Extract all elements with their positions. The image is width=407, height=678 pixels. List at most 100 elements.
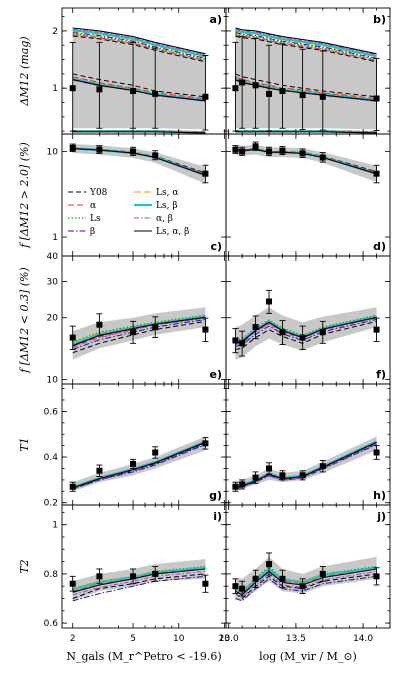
data-point [266, 148, 273, 155]
x-tick-label: 13.5 [286, 634, 306, 644]
y-tick-label: 0.8 [44, 570, 59, 580]
y-axis-label: T1 [18, 437, 31, 451]
series-line-3 [235, 575, 377, 602]
series-line-6 [72, 79, 206, 102]
panel-j: 13.0 13.5 14.0 j) [219, 504, 391, 644]
series-line-0 [72, 320, 206, 354]
panel-letter: a) [210, 13, 222, 26]
data-point [232, 146, 239, 153]
data-point [96, 467, 103, 474]
series-line-6 [235, 570, 377, 598]
x-axis-label-right: log (M_vir / M_⊙) [259, 650, 357, 663]
panel-letter: c) [210, 240, 222, 253]
series-line-3 [72, 444, 206, 490]
data-point [279, 147, 286, 154]
plot-area [69, 27, 209, 134]
data-point [299, 583, 306, 590]
data-point [266, 561, 273, 568]
data-point [202, 93, 209, 100]
series-percentile-upper-5 [72, 29, 206, 58]
legend: Y08 α Ls β Ls, α Ls, β α, β Ls, α, β [68, 188, 189, 237]
data-point [232, 583, 239, 590]
plot-area [232, 552, 380, 602]
data-point [279, 575, 286, 582]
data-point [373, 326, 380, 333]
data-point [69, 85, 76, 92]
y-axis-label: f [ΔM12 < 0.3] (%) [18, 267, 31, 374]
data-point [373, 95, 380, 102]
series-percentile-upper-0 [72, 35, 206, 63]
scatter-band [235, 436, 377, 492]
legend-label: Ls, α [156, 188, 178, 198]
data-point [279, 472, 286, 479]
plot-area [69, 559, 209, 602]
series-percentile-upper-3 [72, 32, 206, 59]
series-percentile-lower-7 [235, 131, 377, 134]
series-line-7 [235, 316, 377, 344]
data-point [239, 585, 246, 592]
plot-area [232, 27, 380, 134]
data-point [319, 570, 326, 577]
panel-letter: b) [373, 13, 386, 26]
series-percentile-upper-2 [235, 33, 377, 61]
y-tick-label: 10 [47, 147, 59, 157]
data-point [279, 88, 286, 95]
panel-letter: g) [209, 489, 222, 502]
legend-label: α, β [156, 214, 173, 224]
data-point [96, 86, 103, 93]
x-tick-label: 10 [173, 634, 185, 644]
plot-area [69, 436, 209, 492]
x-tick-label: 20 [219, 634, 231, 644]
series-line-0 [72, 73, 206, 98]
panel-letter: i) [213, 510, 222, 523]
legend-label: Ls, α, β [156, 227, 189, 237]
data-point [69, 580, 76, 587]
panel-b: b) [225, 7, 391, 135]
panel-h: h) [225, 383, 391, 506]
scatter-band [72, 436, 206, 492]
series-percentile-upper-6 [72, 28, 206, 56]
data-point [239, 481, 246, 488]
x-tick-label: 2 [70, 634, 76, 644]
legend-label: β [90, 227, 95, 237]
data-point [239, 79, 246, 86]
data-point [69, 144, 76, 151]
y-tick-label: 2 [52, 27, 58, 37]
data-point [69, 334, 76, 341]
series-line-6 [72, 570, 206, 596]
data-point [252, 575, 259, 582]
panels-group: 1 2 a) ΔM12 (mag) b) 1 10 c) f [ΔM12 > 2.0] (%) Y… [18, 7, 391, 644]
y-axis-label: ΔM12 (mag) [18, 36, 31, 106]
data-point [96, 573, 103, 580]
series-percentile-upper-1 [72, 34, 206, 62]
y-tick-label: 0.6 [44, 619, 59, 629]
series-percentile-upper-7 [235, 27, 377, 55]
data-point [232, 85, 239, 92]
data-point [266, 465, 273, 472]
data-point [130, 460, 137, 467]
series-line-3 [235, 319, 377, 347]
data-point [319, 154, 326, 161]
panel-a: 1 2 a) ΔM12 (mag) [18, 7, 227, 135]
data-point [252, 143, 259, 150]
data-point [252, 324, 259, 331]
series-line-0 [72, 573, 206, 599]
panel-g: 0.2 0.4 0.6 g) T1 [18, 383, 227, 509]
data-point [239, 148, 246, 155]
data-point [373, 573, 380, 580]
data-point [96, 321, 103, 328]
series-percentile-upper-2 [72, 33, 206, 61]
y-tick-label: 1 [52, 84, 58, 94]
y-tick-label: 1 [52, 521, 58, 531]
panel-letter: j) [376, 510, 386, 523]
plot-area [232, 436, 380, 492]
scatter-band [72, 559, 206, 601]
panel-letter: d) [373, 240, 386, 253]
series-percentile-upper-0 [235, 35, 377, 63]
scatter-band [72, 144, 206, 184]
panel-e: 10 20 30 40 e) f [ΔM12 < 0.3] (%) [18, 252, 227, 385]
panel-c: 1 10 c) f [ΔM12 > 2.0] (%) Y08 α Ls β Ls, α Ls, β… [18, 133, 227, 257]
legend-label: α [90, 201, 96, 211]
series-percentile-upper-3 [235, 32, 377, 59]
data-point [319, 463, 326, 470]
